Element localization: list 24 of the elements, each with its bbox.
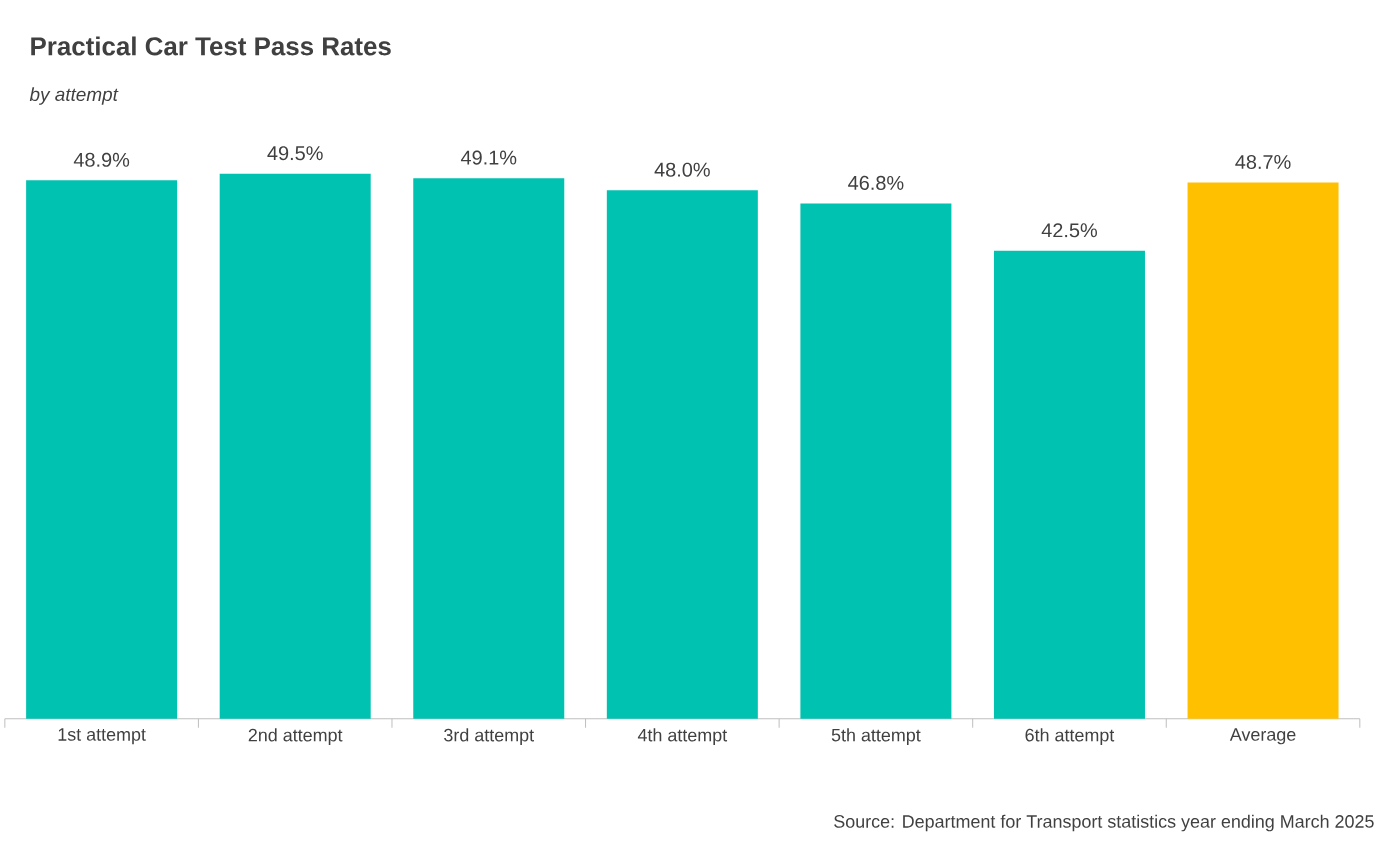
bar — [413, 178, 565, 719]
chart-subtitle: by attempt — [29, 87, 119, 105]
x-tick-label: 4th attempt — [637, 728, 728, 746]
bar — [606, 190, 758, 719]
data-label: 48.9% — [73, 152, 130, 167]
x-tick-label: 3rd attempt — [444, 728, 534, 746]
x-tick-label: 5th attempt — [831, 728, 921, 746]
x-tick-label: 1st attempt — [58, 728, 146, 745]
bar — [219, 173, 371, 719]
bar — [800, 203, 952, 719]
data-label: 48.7% — [1235, 154, 1291, 170]
bar — [26, 180, 178, 719]
data-label: 42.5% — [1041, 223, 1097, 238]
data-label: 49.5% — [267, 146, 323, 161]
x-tick-label: Average — [1229, 728, 1296, 745]
x-tick-label: 6th attempt — [1025, 728, 1115, 746]
x-tick-label: 2nd attempt — [248, 728, 343, 746]
data-label: 48.0% — [654, 162, 710, 177]
data-label: 49.1% — [460, 150, 517, 165]
bar — [993, 250, 1145, 719]
chart-title: Practical Car Test Pass Rates — [31, 36, 391, 56]
source-note: Source: Department for Transport statistics year ending March 2025 — [834, 814, 1374, 832]
data-label: 46.8% — [848, 175, 904, 190]
bar — [1187, 182, 1339, 719]
